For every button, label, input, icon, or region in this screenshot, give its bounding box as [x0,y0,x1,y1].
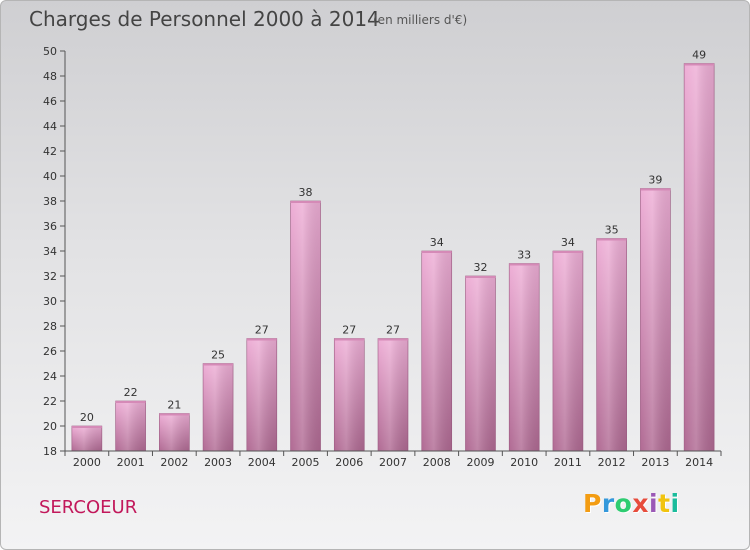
bar-cap-2004 [246,338,277,341]
logo-letter: P [583,489,602,518]
bar-cap-2008 [421,251,452,253]
value-label-2002: 21 [167,399,181,412]
bar-sheen-2005 [290,201,321,451]
y-tick-label: 28 [43,320,57,333]
bars-group: 20 22 21 25 27 38 27 27 34 32 33 34 35 39 49 [71,49,715,452]
value-label-2008: 34 [430,236,444,249]
bar-cap-2010 [509,263,540,266]
value-label-2011: 34 [561,236,575,249]
chart-title: Charges de Personnel 2000 à 2014 [29,7,380,31]
value-label-2004: 27 [255,324,269,337]
y-tick-label: 26 [43,345,57,358]
bar-sheen-2006 [334,338,365,451]
bar-cap-2012 [596,238,627,241]
value-label-2007: 27 [386,324,400,337]
bar-cap-2011 [552,251,583,253]
x-tick-label-2003: 2003 [204,456,232,469]
bar-cap-2003 [203,363,234,366]
y-tick-label: 38 [43,195,57,208]
bar-sheen-2014 [684,63,715,451]
bar-sheen-2003 [203,363,234,451]
x-tick-label-2006: 2006 [335,456,363,469]
y-tick-label: 42 [43,145,57,158]
x-tick-label-2000: 2000 [73,456,101,469]
logo-letter: i [670,489,680,518]
bar-sheen-2009 [465,276,496,451]
y-tick-label: 40 [43,170,57,183]
x-tick-label-2013: 2013 [641,456,669,469]
x-tick-label-2005: 2005 [292,456,320,469]
bar-cap-2013 [640,188,671,191]
bar-sheen-2013 [640,188,671,451]
value-label-2003: 25 [211,349,225,362]
town-name: SERCOEUR [39,497,138,518]
bar-cap-2000 [71,426,102,428]
x-tick-label-2012: 2012 [598,456,626,469]
value-label-2013: 39 [648,174,662,187]
value-label-2001: 22 [124,386,138,399]
y-tick-label: 20 [43,420,57,433]
x-tick-label-2007: 2007 [379,456,407,469]
x-tick-label-2014: 2014 [685,456,713,469]
x-tick-label-2011: 2011 [554,456,582,469]
bar-cap-2006 [334,338,365,341]
y-tick-label: 32 [43,270,57,283]
bar-sheen-2002 [159,413,190,451]
y-tick-label: 22 [43,395,57,408]
value-label-2012: 35 [605,224,619,237]
bar-sheen-2001 [115,401,146,451]
bar-cap-2001 [115,401,146,403]
y-tick-label: 36 [43,220,57,233]
bar-sheen-2012 [596,238,627,451]
bar-sheen-2007 [378,338,408,451]
logo-letter: i [649,489,659,518]
y-tick-label: 48 [43,70,57,83]
bar-sheen-2004 [246,338,277,451]
value-label-2006: 27 [342,324,356,337]
bar-cap-2007 [378,338,408,341]
proxiti-logo[interactable]: Proxiti [583,489,680,518]
x-tick-label-2010: 2010 [510,456,538,469]
logo-letter: x [632,489,649,518]
x-tick-label-2002: 2002 [160,456,188,469]
y-tick-label: 18 [43,445,57,458]
bar-sheen-2008 [421,251,452,451]
logo-letter: r [601,489,615,518]
y-tick-label: 24 [43,370,57,383]
value-label-2014: 49 [692,49,706,62]
y-tick-label: 44 [43,120,57,133]
logo-letter: t [658,489,671,518]
bar-cap-2005 [290,201,321,203]
value-label-2000: 20 [80,411,94,424]
bar-cap-2002 [159,413,190,416]
logo-letter: o [614,489,633,518]
y-tick-label: 46 [43,95,57,108]
y-tick-label: 34 [43,245,57,258]
x-tick-label-2008: 2008 [423,456,451,469]
bar-sheen-2011 [552,251,583,451]
value-label-2010: 33 [517,249,531,262]
y-tick-label: 30 [43,295,57,308]
y-tick-label: 50 [43,45,57,58]
x-tick-label-2009: 2009 [466,456,494,469]
x-axis: 2000 2001 2002 2003 2004 2005 2006 2007 2008 2009… [64,450,722,469]
bar-cap-2014 [684,63,715,66]
y-axis: 18 20 22 24 26 28 30 32 34 36 38 40 42 44 46 48 50 [43,45,66,458]
value-label-2009: 32 [473,261,487,274]
bar-cap-2009 [465,276,496,278]
bar-sheen-2000 [71,426,102,451]
value-label-2005: 38 [299,186,313,199]
bar-sheen-2010 [509,263,540,451]
x-tick-label-2001: 2001 [117,456,145,469]
chart-subtitle: (en milliers d'€) [373,13,468,27]
x-tick-label-2004: 2004 [248,456,276,469]
